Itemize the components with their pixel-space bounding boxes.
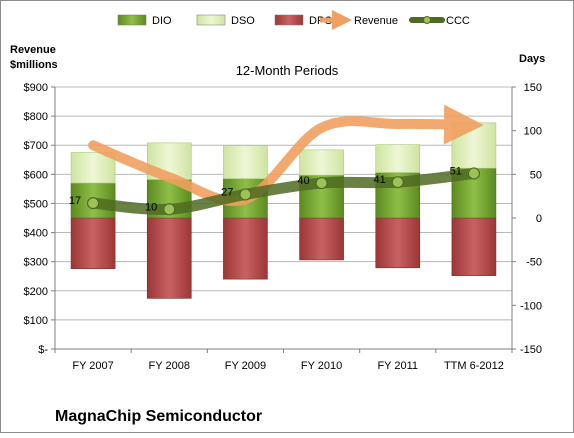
ccc-point-fy-2011: [391, 176, 404, 189]
left-tick-label-4: $400: [24, 228, 48, 240]
legend-label-ccc: CCC: [446, 15, 470, 27]
axes: $- $100 $200 $300 $400 $500 $600 $700 $800 $900 -1…: [24, 82, 542, 372]
bar-dpo-ttm-6-2012: [451, 217, 497, 276]
left-tick-label-7: $700: [24, 140, 48, 152]
revenue-series: [88, 104, 484, 206]
company-name: MagnaChip Semiconductor: [55, 408, 262, 425]
right-tick-label-6: 150: [524, 82, 542, 94]
x-tick-label-fy-2008: FY 2008: [149, 360, 190, 372]
x-tick-label-ttm-6-2012: TTM 6-2012: [444, 360, 504, 372]
x-tick-label-fy-2009: FY 2009: [225, 360, 266, 372]
legend-swatch-dpo: [274, 14, 304, 26]
left-tick-label-3: $300: [24, 257, 48, 269]
left-tick-label-5: $500: [24, 198, 48, 210]
ccc-label-fy-2010: 40: [297, 175, 309, 187]
left-tick-label-8: $800: [24, 111, 48, 123]
right-tick-label-3: 0: [536, 213, 542, 225]
ccc-point-fy-2007: [86, 197, 100, 210]
ccc-series: 17 10 27 40 41 51: [69, 165, 481, 216]
revenue-line: [88, 104, 484, 206]
left-tick-label-9: $900: [24, 82, 48, 94]
right-axis-label: Days: [519, 53, 545, 65]
ccc-label-fy-2008: 10: [145, 201, 157, 213]
legend-label-dio: DIO: [152, 15, 172, 27]
left-tick-label-0: $-: [38, 344, 48, 356]
bar-dso-fy-2011: [375, 144, 421, 173]
ccc-point-fy-2010: [315, 176, 328, 190]
left-tick-label-2: $200: [24, 286, 48, 298]
legend-marker-ccc: [423, 16, 431, 24]
left-axis-label-line1: Revenue: [10, 44, 56, 56]
x-tick-label-fy-2011: FY 2011: [377, 360, 418, 372]
right-tick-label-5: 100: [524, 126, 542, 138]
bar-dpo-fy-2008: [146, 217, 192, 299]
left-tick-label-1: $100: [24, 315, 48, 327]
legend-swatch-dio: [117, 14, 147, 26]
ccc-label-fy-2009: 27: [221, 186, 233, 198]
ccc-point-fy-2008: [163, 203, 176, 216]
legend-label-dso: DSO: [231, 15, 255, 27]
legend: DIODSODPORevenueCCC: [117, 10, 470, 30]
bar-dpo-fy-2011: [375, 217, 421, 269]
bar-dpo-fy-2010: [299, 217, 344, 261]
bar-dpo-fy-2007: [70, 217, 116, 269]
x-tick-label-fy-2010: FY 2010: [301, 360, 342, 372]
bar-dso-fy-2009: [223, 145, 268, 180]
right-tick-label-4: 50: [530, 169, 542, 181]
left-tick-label-6: $600: [24, 169, 48, 181]
bar-dso-fy-2007: [70, 152, 116, 184]
x-tick-label-fy-2007: FY 2007: [72, 360, 113, 372]
ccc-label-fy-2011: 41: [374, 174, 386, 186]
legend-label-revenue: Revenue: [354, 15, 398, 27]
bar-dso-fy-2010: [299, 149, 344, 176]
right-tick-label-1: -100: [520, 300, 542, 312]
ccc-point-fy-2009: [239, 188, 252, 201]
ccc-line: [87, 167, 480, 215]
right-tick-label-2: -50: [526, 257, 542, 269]
bar-dpo-fy-2009: [223, 217, 268, 280]
ccc-label-fy-2007: 17: [69, 195, 81, 207]
left-axis-label-line2: $millions: [10, 59, 58, 71]
ccc-label-ttm-6-2012: 51: [450, 165, 462, 177]
right-tick-label-0: -150: [520, 344, 542, 356]
ccc-point-ttm-6-2012: [467, 167, 481, 180]
legend-swatch-dso: [196, 14, 226, 26]
chart-title: 12-Month Periods: [236, 63, 339, 78]
